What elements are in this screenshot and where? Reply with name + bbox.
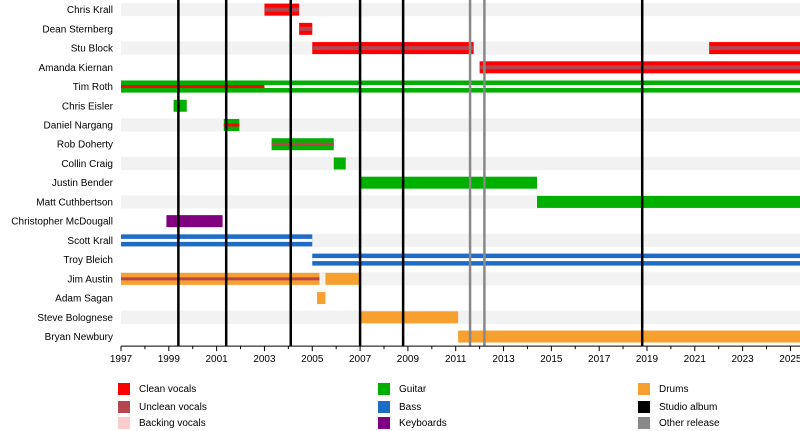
legend-label-guitar: Guitar bbox=[399, 383, 427, 395]
row-band-christopher-mcdougall bbox=[121, 214, 800, 228]
legend-item-drums: Drums bbox=[638, 381, 688, 397]
bar-daniel-nargang-8-stripe bbox=[223, 123, 240, 127]
x-tick-label-2023: 2023 bbox=[731, 354, 754, 365]
x-tick-label-2025: 2025 bbox=[779, 354, 800, 365]
legend-swatch-drums bbox=[638, 383, 650, 395]
row-band-daniel-nargang bbox=[121, 118, 800, 132]
x-tick-label-2005: 2005 bbox=[301, 354, 324, 365]
row-band-chris-eisler bbox=[121, 99, 800, 113]
legend-item-studio-album: Studio album bbox=[638, 399, 717, 415]
row-band-collin-craig bbox=[121, 156, 800, 171]
legend-swatch-clean-vocals bbox=[118, 383, 130, 395]
x-tick-label-1997: 1997 bbox=[110, 354, 133, 365]
member-label-stu-block: Stu Block bbox=[71, 44, 114, 55]
row-band-adam-sagan bbox=[121, 291, 800, 305]
legend-item-backing-vocals: Backing vocals bbox=[118, 415, 206, 431]
legend-label-keyboards: Keyboards bbox=[399, 417, 447, 429]
bar-scott-krall-14-stripe bbox=[121, 238, 313, 242]
x-tick-label-2017: 2017 bbox=[588, 354, 611, 365]
legend-label-studio-album: Studio album bbox=[659, 401, 718, 413]
member-label-bryan-newbury: Bryan Newbury bbox=[45, 332, 113, 343]
chart-legend: Clean vocals Unclean vocals Backing voca… bbox=[0, 380, 800, 430]
x-tick-label-2011: 2011 bbox=[445, 354, 467, 365]
x-tick-label-2019: 2019 bbox=[636, 354, 659, 365]
x-tick-label-2013: 2013 bbox=[492, 354, 515, 365]
legend-item-other-release: Other release bbox=[638, 415, 720, 431]
row-band-steve-bolognese bbox=[121, 310, 800, 324]
member-label-collin-craig: Collin Craig bbox=[61, 159, 113, 170]
bar-steve-bolognese-19 bbox=[360, 311, 459, 324]
x-tick-label-2003: 2003 bbox=[253, 354, 276, 365]
legend-swatch-guitar bbox=[378, 383, 390, 395]
legend-swatch-keyboards bbox=[378, 417, 390, 429]
member-label-chris-krall: Chris Krall bbox=[67, 5, 113, 16]
x-tick-label-2021: 2021 bbox=[684, 354, 707, 365]
member-label-rob-doherty: Rob Doherty bbox=[57, 140, 113, 151]
member-label-chris-eisler: Chris Eisler bbox=[62, 101, 114, 112]
legend-item-clean-vocals: Clean vocals bbox=[118, 381, 196, 397]
bar-dean-sternberg-1-secondary bbox=[299, 26, 313, 31]
bar-troy-bleich-15-stripe bbox=[312, 258, 800, 262]
member-label-dean-sternberg: Dean Sternberg bbox=[42, 24, 113, 35]
bar-stu-block-3-secondary bbox=[709, 46, 800, 51]
band-timeline-chart: Chris Krall Dean Sternberg Stu Block Amanda… bbox=[11, 0, 800, 365]
member-label-justin-bender: Justin Bender bbox=[52, 178, 114, 189]
legend-label-clean-vocals: Clean vocals bbox=[139, 383, 197, 395]
member-label-tim-roth: Tim Roth bbox=[73, 82, 113, 93]
bar-bryan-newbury-20 bbox=[458, 330, 800, 343]
legend-label-bass: Bass bbox=[399, 401, 422, 413]
legend-swatch-other-release bbox=[638, 417, 650, 429]
legend-item-guitar: Guitar bbox=[378, 381, 426, 397]
member-label-amanda-kiernan: Amanda Kiernan bbox=[39, 63, 114, 74]
bar-adam-sagan-18 bbox=[317, 292, 326, 305]
member-label-christopher-mcdougall: Christopher McDougall bbox=[11, 217, 113, 228]
bar-stu-block-2-secondary bbox=[312, 46, 474, 51]
row-band-chris-krall bbox=[121, 3, 800, 17]
legend-swatch-backing-vocals bbox=[118, 417, 130, 429]
bar-tim-roth-6-stripe bbox=[121, 85, 265, 89]
member-label-troy-bleich: Troy Bleich bbox=[63, 255, 113, 266]
legend-item-keyboards: Keyboards bbox=[378, 415, 447, 431]
legend-item-unclean-vocals: Unclean vocals bbox=[118, 399, 207, 415]
member-label-jim-austin: Jim Austin bbox=[67, 274, 113, 285]
x-tick-label-2007: 2007 bbox=[349, 354, 372, 365]
bar-jim-austin-16-stripe bbox=[121, 277, 320, 281]
legend-swatch-unclean-vocals bbox=[118, 401, 130, 413]
bar-matt-cuthbertson-12 bbox=[537, 195, 800, 208]
row-band-rob-doherty bbox=[121, 137, 800, 151]
row-band-dean-sternberg bbox=[121, 22, 800, 36]
bar-tim-roth-5-stripe bbox=[121, 85, 800, 89]
member-label-scott-krall: Scott Krall bbox=[67, 236, 113, 247]
legend-label-backing-vocals: Backing vocals bbox=[139, 417, 206, 429]
legend-item-bass: Bass bbox=[378, 399, 421, 415]
x-tick-label-1999: 1999 bbox=[158, 354, 181, 365]
member-label-adam-sagan: Adam Sagan bbox=[55, 294, 113, 305]
bar-amanda-kiernan-4-secondary bbox=[479, 65, 800, 70]
bar-chris-eisler-7 bbox=[173, 99, 187, 112]
bar-justin-bender-11 bbox=[360, 176, 538, 189]
member-label-daniel-nargang: Daniel Nargang bbox=[44, 120, 114, 131]
x-tick-label-2015: 2015 bbox=[540, 354, 563, 365]
bar-chris-krall-0-secondary bbox=[264, 7, 300, 12]
member-label-matt-cuthbertson: Matt Cuthbertson bbox=[36, 197, 113, 208]
legend-label-unclean-vocals: Unclean vocals bbox=[139, 401, 207, 413]
x-tick-label-2009: 2009 bbox=[397, 354, 420, 365]
legend-label-drums: Drums bbox=[659, 383, 689, 395]
x-tick-label-2001: 2001 bbox=[206, 354, 229, 365]
bar-christopher-mcdougall-13 bbox=[166, 215, 223, 228]
legend-swatch-bass bbox=[378, 401, 390, 413]
bar-collin-craig-10 bbox=[333, 157, 346, 170]
member-label-steve-bolognese: Steve Bolognese bbox=[37, 313, 113, 324]
legend-label-other-release: Other release bbox=[659, 417, 720, 429]
bar-rob-doherty-9-stripe bbox=[271, 142, 334, 146]
bar-jim-austin-17 bbox=[325, 272, 359, 285]
legend-swatch-studio-album bbox=[638, 401, 650, 413]
